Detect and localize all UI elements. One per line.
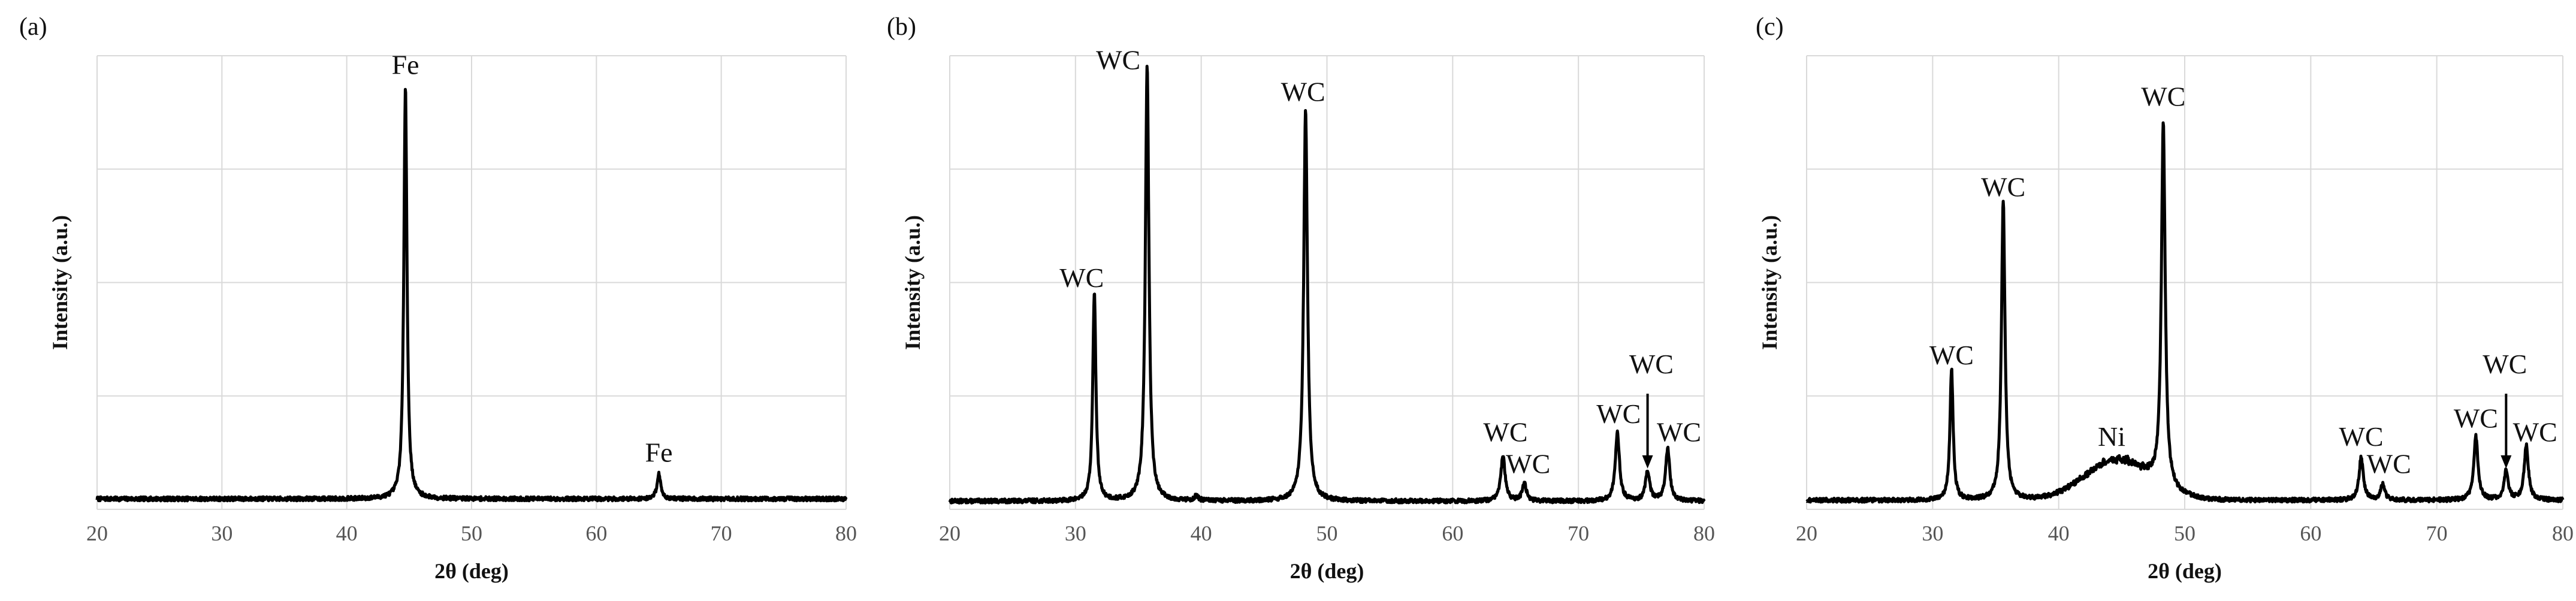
x-tick-label: 50 [2174, 521, 2196, 545]
arrow-head [1642, 455, 1653, 469]
x-tick-label: 80 [835, 521, 857, 545]
x-tick-label: 70 [2426, 521, 2448, 545]
x-tick-label: 70 [711, 521, 732, 545]
peak-annotation: WC [1657, 416, 1701, 447]
panel-label: (a) [19, 13, 47, 41]
peak-annotation: WC [1629, 349, 1674, 379]
x-tick-label: 20 [939, 521, 961, 545]
peak-annotation: WC [2141, 81, 2185, 111]
x-tick-label: 30 [1065, 521, 1086, 545]
peak-annotation: WC [1059, 262, 1104, 293]
x-tick-label: 40 [1191, 521, 1212, 545]
chart-panel-0: (a) 20 30 40 50 60 70 80 2θ (deg) Intensity (a.u.… [19, 13, 857, 583]
x-tick-label: 60 [585, 521, 607, 545]
x-tick-label: 30 [211, 521, 232, 545]
x-axis-title: 2θ (deg) [434, 559, 509, 583]
x-tick-label: 50 [1316, 521, 1338, 545]
xrd-trace [1805, 121, 2565, 504]
peak-annotation: WC [1096, 45, 1140, 75]
peak-annotation: Ni [2098, 421, 2125, 452]
peak-annotation: WC [1596, 398, 1641, 429]
peak-annotation: WC [1281, 77, 1325, 107]
x-tick-label: 40 [336, 521, 358, 545]
x-tick-label: 20 [1796, 521, 1817, 545]
x-tick-label: 60 [1442, 521, 1463, 545]
x-axis-title: 2θ (deg) [2148, 559, 2222, 583]
panel-label: (b) [887, 13, 916, 41]
x-tick-label: 70 [1568, 521, 1589, 545]
peak-annotation: WC [2367, 448, 2411, 479]
xrd-trace [948, 65, 1706, 505]
x-axis-title: 2θ (deg) [1290, 559, 1364, 583]
y-axis-title: Intensity (a.u.) [48, 215, 72, 350]
peak-annotation: WC [2339, 421, 2383, 452]
y-axis-title: Intensity (a.u.) [901, 215, 925, 350]
x-tick-label: 60 [2300, 521, 2321, 545]
peak-annotation: WC [1483, 416, 1527, 447]
arrow-head [2500, 455, 2512, 469]
peak-annotation: WC [1506, 448, 1550, 479]
peak-annotation: WC [2454, 403, 2498, 434]
peak-annotation: WC [2513, 416, 2557, 447]
peak-annotation: Fe [645, 437, 673, 468]
chart-panel-1: (b) 20 30 40 50 60 70 80 2θ (deg) Intensity (a.u.… [887, 13, 1715, 583]
x-tick-label: 40 [2048, 521, 2070, 545]
peak-annotation: WC [2483, 349, 2527, 379]
peak-annotation: Fe [392, 49, 419, 80]
x-tick-label: 80 [2552, 521, 2574, 545]
peak-annotation: WC [1981, 172, 2025, 203]
x-tick-label: 50 [461, 521, 482, 545]
chart-panel-2: (c) 20 30 40 50 60 70 80 2θ (deg) Intensity (a.u.… [1756, 13, 2574, 583]
peak-annotation: WC [1929, 340, 1974, 370]
y-axis-title: Intensity (a.u.) [1757, 215, 1781, 350]
xrd-trace [95, 87, 848, 503]
x-tick-label: 80 [1693, 521, 1715, 545]
x-tick-label: 20 [86, 521, 108, 545]
x-tick-label: 30 [1922, 521, 1943, 545]
panel-label: (c) [1756, 13, 1784, 41]
chart-panels: (a) 20 30 40 50 60 70 80 2θ (deg) Intensity (a.u.… [19, 13, 2574, 583]
